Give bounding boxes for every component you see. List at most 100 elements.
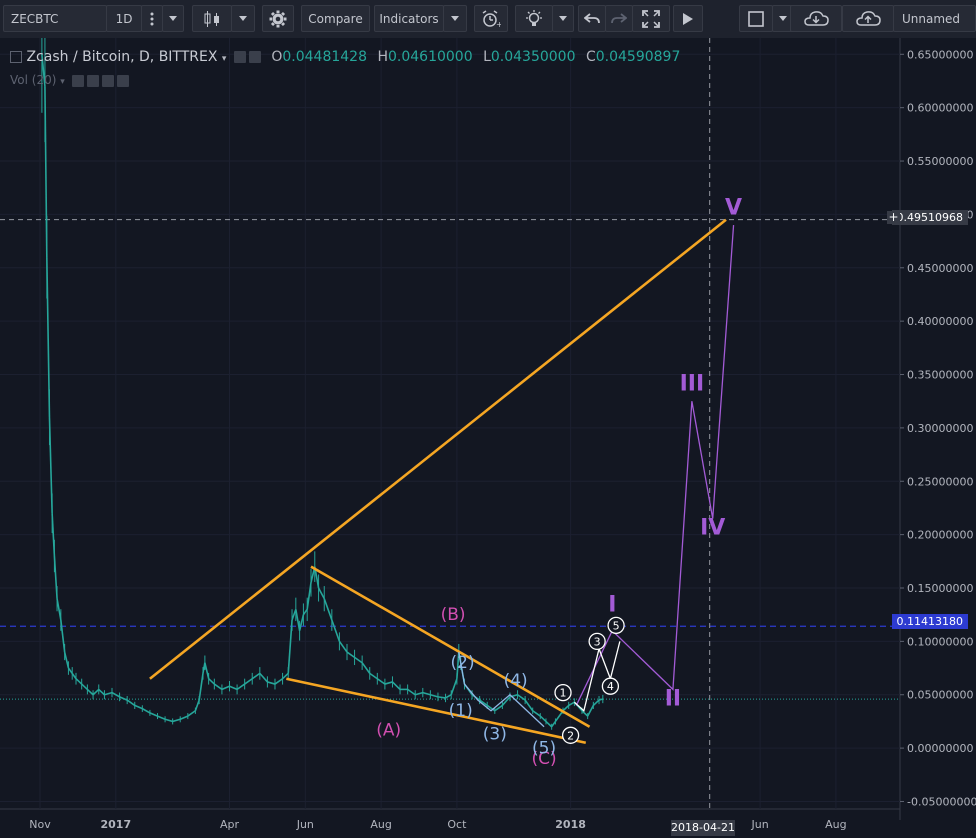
y-tick-label: 0.05000000 [907,689,973,702]
price-chart[interactable]: 0.650000000.600000000.550000000.50000000… [0,38,976,838]
price-segment [236,683,246,691]
minor-wave-label: 2 [567,729,574,742]
volume-visibility-icon[interactable] [71,74,84,87]
add-alert-plus-icon[interactable]: + [887,210,900,224]
price-segment [134,704,143,710]
y-tick-label: 0.55000000 [907,155,973,168]
sub-wave-label: (1) [449,701,473,721]
abc-wave-label: (A) [376,720,401,740]
indicators-button[interactable]: Indicators [374,5,444,32]
price-segment [545,720,553,728]
chart-type-candles-icon[interactable] [192,5,232,32]
price-segment [302,608,308,616]
alert-clock-icon[interactable]: + [474,5,508,32]
price-segment [346,651,356,659]
save-chart-cloud-icon[interactable] [842,5,894,32]
price-segment [479,699,488,707]
fullscreen-icon[interactable] [632,5,670,32]
series-legend: Zcash / Bitcoin, D, BITTREX ▾ O0.0448142… [10,49,680,65]
y-tick-label: 0.45000000 [907,262,973,275]
price-segment [267,681,276,685]
price-segment [187,710,196,717]
layout-name-button[interactable]: Unnamed [893,5,976,32]
minor-wave-marker: 4 [601,677,620,695]
series-settings-icon[interactable] [248,51,261,63]
volume-add-icon[interactable] [101,74,114,87]
volume-remove-icon[interactable] [116,74,129,87]
bar-replay-lightbulb-icon[interactable] [515,5,553,32]
price-segment [331,619,341,642]
lightbulb-dropdown-icon[interactable] [552,5,574,32]
svg-text:+: + [496,20,501,28]
indicators-dropdown-icon[interactable] [443,5,467,32]
minor-wave-marker: 3 [588,632,606,651]
major-wave-label: II [665,686,681,711]
price-segment [501,696,511,706]
sub-wave-label: (2) [451,653,475,673]
major-wave-label: I [608,592,616,617]
interval-label: 1D [115,11,133,26]
interval-dropdown-icon[interactable] [162,5,184,32]
cursor-date-value: 2018-04-21 [671,821,735,834]
chart-background [0,38,976,838]
sub-wave-label: (5) [532,738,556,758]
cursor-price-value: 0.49510968 [896,211,963,224]
price-segment [287,619,293,674]
top-toolbar: ZECBTC 1D Compare Indicators + [0,0,976,39]
low-value: 0.04350000 [490,49,576,65]
price-segment [149,712,158,717]
price-segment [550,720,557,728]
redo-icon[interactable] [605,5,633,32]
minor-wave-circle [607,616,625,635]
level-price-tag: 0.11413180 [891,614,968,629]
price-segment [157,715,166,721]
volume-label: Vol (20) [10,73,57,87]
sub-wave-label: (3) [483,725,507,745]
trendline [149,218,727,680]
interval-button[interactable]: 1D [106,5,142,32]
price-segment [317,587,325,600]
price-segment [486,704,496,712]
symbol-label: ZECBTC [11,11,59,26]
collapse-legend-icon[interactable] [10,51,22,63]
compare-button[interactable]: Compare [301,5,370,32]
price-segment [204,662,210,679]
price-segment [554,710,564,722]
sub-wave-label: (4) [504,671,528,691]
series-visibility-icon[interactable] [233,51,246,63]
minor-wave-circle [601,677,620,695]
layout-square-icon[interactable] [739,5,773,32]
undo-icon[interactable] [578,5,606,32]
layout-name-label: Unnamed [902,11,961,26]
price-segment [98,688,105,696]
price-segment [251,672,261,680]
y-tick-label: 0.10000000 [907,635,973,648]
minor-wave-label: 4 [607,680,614,693]
play-icon[interactable] [673,5,703,32]
price-segment [172,718,181,723]
major-wave-label: V [725,195,742,220]
interval-menu-icon[interactable] [141,5,163,32]
price-segment [63,651,70,669]
load-chart-cloud-icon[interactable] [790,5,842,32]
cursor-price-tag: 0.49510968 [891,210,968,225]
volume-settings-icon[interactable] [86,74,99,87]
price-segment [282,672,289,680]
price-segment [198,673,204,701]
price-segment [391,681,401,690]
series-menu-icon[interactable]: ▾ [221,54,227,64]
minor-wave-marker: 5 [607,616,625,635]
volume-menu-icon[interactable]: ▾ [60,77,65,87]
chart-type-dropdown-icon[interactable] [231,5,255,32]
sub-wave-path [458,651,545,728]
settings-gear-icon[interactable] [262,5,294,32]
symbol-search[interactable]: ZECBTC [3,5,107,32]
price-segment [41,54,46,87]
price-segment [295,609,301,631]
minor-wave-circle [588,632,606,651]
price-segment [104,691,113,696]
price-segment [111,691,120,698]
y-tick-label: 0.25000000 [907,475,973,488]
price-segment [430,693,439,698]
close-label: C [585,49,596,65]
